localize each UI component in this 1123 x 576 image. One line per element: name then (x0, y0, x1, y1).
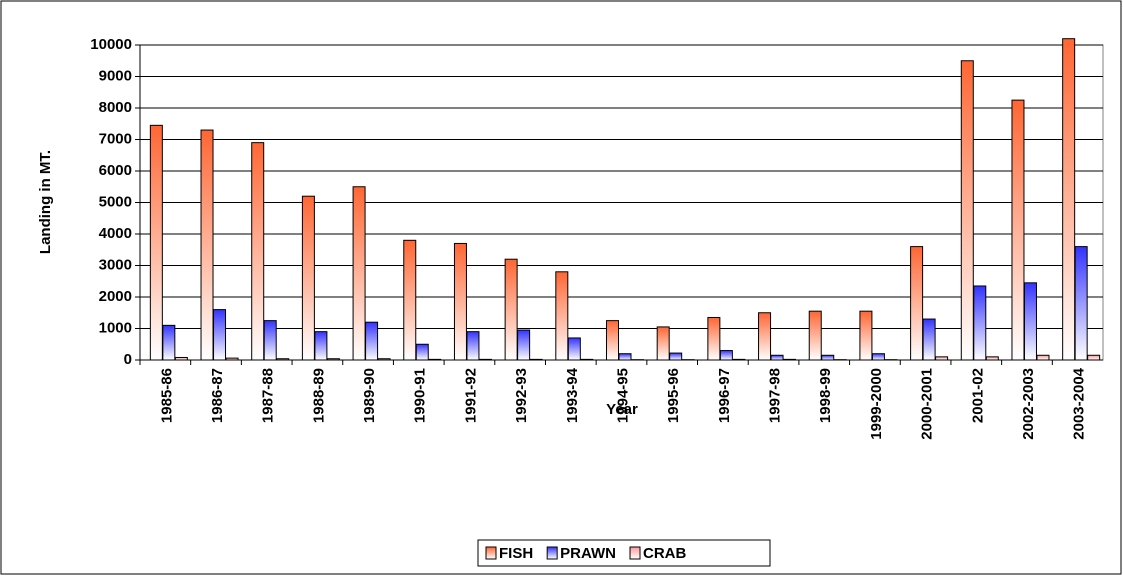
x-tick-label: 1992-93 (513, 368, 530, 423)
bar (910, 246, 924, 361)
bar (1036, 354, 1050, 361)
bar (1011, 99, 1025, 361)
y-tick-label: 5000 (99, 193, 132, 210)
bar (276, 358, 290, 361)
x-axis-title: Year (606, 401, 638, 418)
bar (1023, 282, 1037, 361)
bar (985, 356, 999, 361)
x-tick-label: 1993-94 (564, 367, 581, 423)
bar (567, 337, 581, 361)
x-tick-label: 1991-92 (462, 368, 479, 423)
bar (162, 324, 176, 361)
bar (707, 316, 721, 361)
y-tick-label: 8000 (99, 99, 132, 116)
bar (377, 358, 391, 361)
x-tick-label: 1999-2000 (868, 368, 885, 440)
x-tick-label: 2001-02 (969, 368, 986, 423)
bar (314, 331, 328, 361)
bar (326, 358, 340, 361)
y-tick-label: 10000 (90, 36, 132, 53)
x-tick-label: 2000-2001 (919, 368, 936, 440)
bar (973, 285, 987, 361)
x-tick-label: 1985-86 (158, 368, 175, 423)
bar (453, 242, 467, 361)
bar (821, 354, 835, 361)
bar (1074, 246, 1088, 361)
x-tick-label: 1990-91 (412, 368, 429, 423)
y-axis-title: Landing in MT. (37, 150, 54, 254)
y-tick-label: 7000 (99, 130, 132, 147)
bar (529, 358, 543, 361)
bar (225, 357, 239, 361)
bar (478, 358, 492, 361)
bar (808, 310, 822, 361)
bar (1087, 354, 1101, 361)
bar (352, 186, 366, 361)
bar (149, 124, 163, 361)
x-tick-label: 1989-90 (361, 368, 378, 423)
bar (213, 309, 227, 361)
bar (1062, 38, 1076, 361)
bar (251, 142, 265, 361)
y-tick-label: 0 (124, 351, 132, 368)
legend-box (477, 539, 771, 567)
y-tick-label: 6000 (99, 162, 132, 179)
legend-swatch (485, 546, 497, 560)
legend-label: PRAWN (560, 545, 616, 562)
bar (606, 320, 619, 361)
bar (935, 356, 949, 361)
bar (770, 354, 784, 361)
bar (656, 326, 670, 361)
legend-label: FISH (499, 545, 533, 562)
bar (263, 320, 277, 361)
bar (365, 321, 379, 361)
x-tick-label: 1987-88 (260, 368, 277, 423)
bar (859, 310, 873, 361)
legend-swatch (629, 546, 641, 560)
y-tick-label: 3000 (99, 256, 132, 273)
x-tick-label: 2003-2004 (1071, 367, 1088, 439)
bar (669, 352, 683, 361)
bar (758, 312, 772, 361)
x-tick-label: 1994-95 (614, 368, 631, 423)
bar (555, 271, 569, 361)
bar (428, 358, 442, 361)
legend-swatch (546, 546, 558, 560)
x-tick-label: 1995-96 (665, 368, 682, 423)
legend-label: CRAB (643, 545, 686, 562)
bar (580, 358, 594, 361)
bar (415, 343, 429, 361)
x-tick-label: 1988-89 (310, 368, 327, 423)
x-tick-label: 1997-98 (767, 368, 784, 423)
x-tick-label: 2002-2003 (1020, 368, 1037, 440)
bar (301, 195, 315, 361)
y-tick-label: 2000 (99, 288, 132, 305)
y-tick-label: 1000 (99, 319, 132, 336)
bar (466, 331, 480, 361)
x-tick-label: 1986-87 (209, 368, 226, 423)
bar (871, 353, 885, 361)
y-tick-label: 4000 (99, 225, 132, 242)
bar (200, 129, 214, 361)
x-tick-label: 1998-99 (817, 368, 834, 423)
bar (174, 356, 188, 361)
bar (403, 239, 417, 361)
bar (783, 358, 797, 361)
bar (719, 350, 733, 361)
x-tick-label: 1996-97 (716, 368, 733, 423)
y-tick-label: 9000 (99, 67, 132, 84)
bar (732, 358, 746, 361)
bar (922, 318, 936, 361)
bar (618, 353, 632, 361)
bar (517, 329, 531, 361)
bar (960, 60, 974, 361)
bar (504, 258, 518, 361)
